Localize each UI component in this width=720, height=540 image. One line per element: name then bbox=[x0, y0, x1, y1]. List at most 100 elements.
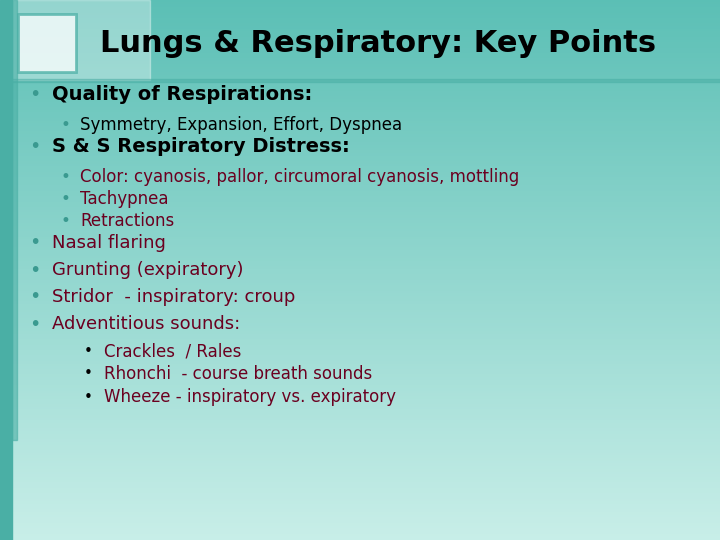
Bar bbox=[0, 358, 720, 362]
Bar bbox=[0, 469, 720, 472]
Bar bbox=[0, 501, 720, 505]
Bar bbox=[0, 110, 720, 113]
Text: •: • bbox=[30, 85, 41, 105]
Bar bbox=[0, 99, 720, 103]
Bar bbox=[0, 145, 720, 148]
Bar bbox=[0, 42, 720, 46]
Bar bbox=[0, 382, 720, 386]
Bar bbox=[0, 79, 720, 82]
Bar bbox=[0, 455, 720, 459]
Text: Stridor  - inspiratory: croup: Stridor - inspiratory: croup bbox=[52, 288, 295, 306]
Bar bbox=[0, 137, 720, 140]
Bar bbox=[0, 2, 720, 5]
Bar bbox=[0, 345, 720, 348]
Bar bbox=[0, 147, 720, 151]
Bar bbox=[0, 355, 720, 359]
Bar bbox=[0, 315, 720, 319]
Bar bbox=[0, 18, 720, 22]
Bar bbox=[0, 45, 720, 49]
Bar bbox=[0, 509, 720, 513]
Bar bbox=[0, 309, 720, 313]
Bar bbox=[0, 463, 720, 467]
Bar bbox=[0, 282, 720, 286]
Bar bbox=[0, 88, 720, 92]
Bar bbox=[0, 77, 720, 81]
Bar bbox=[0, 507, 720, 510]
Bar bbox=[0, 490, 720, 494]
Bar bbox=[0, 439, 720, 443]
Bar bbox=[0, 436, 720, 440]
Bar bbox=[0, 318, 720, 321]
Bar bbox=[0, 193, 720, 197]
Bar bbox=[0, 228, 720, 232]
Bar bbox=[0, 258, 720, 262]
Bar bbox=[0, 515, 720, 518]
Text: Lungs & Respiratory: Key Points: Lungs & Respiratory: Key Points bbox=[100, 29, 656, 57]
Bar bbox=[0, 307, 720, 310]
Bar bbox=[0, 204, 720, 208]
Bar bbox=[0, 169, 720, 173]
Bar bbox=[0, 226, 720, 230]
Bar bbox=[0, 247, 720, 251]
Bar bbox=[0, 107, 720, 111]
Bar bbox=[0, 471, 720, 475]
Bar bbox=[0, 288, 720, 292]
Text: •: • bbox=[60, 168, 70, 186]
Bar bbox=[0, 534, 720, 537]
Bar bbox=[0, 210, 720, 213]
Bar bbox=[0, 118, 720, 122]
Text: •: • bbox=[60, 212, 70, 230]
Bar bbox=[0, 31, 720, 35]
Bar bbox=[0, 0, 12, 540]
Bar bbox=[0, 442, 720, 446]
Bar bbox=[0, 158, 720, 162]
Bar bbox=[0, 409, 720, 413]
Bar bbox=[0, 112, 720, 116]
Text: Symmetry, Expansion, Effort, Dyspnea: Symmetry, Expansion, Effort, Dyspnea bbox=[80, 116, 402, 134]
Bar bbox=[0, 498, 720, 502]
Bar bbox=[0, 493, 720, 497]
Bar bbox=[0, 201, 720, 205]
Bar bbox=[0, 353, 720, 356]
Bar bbox=[0, 347, 720, 351]
Text: •: • bbox=[30, 138, 41, 157]
Text: Crackles  / Rales: Crackles / Rales bbox=[104, 342, 241, 360]
Bar bbox=[0, 39, 720, 43]
Bar bbox=[0, 131, 720, 135]
Text: S & S Respiratory Distress:: S & S Respiratory Distress: bbox=[52, 138, 350, 157]
Bar bbox=[0, 458, 720, 462]
Bar bbox=[0, 466, 720, 470]
Bar bbox=[0, 474, 720, 478]
Bar bbox=[0, 218, 720, 221]
Bar bbox=[0, 366, 720, 370]
Bar bbox=[0, 461, 720, 464]
Bar bbox=[0, 434, 720, 437]
Bar bbox=[0, 450, 720, 454]
Bar bbox=[0, 431, 720, 435]
Bar bbox=[0, 188, 720, 192]
Bar bbox=[0, 223, 720, 227]
Bar bbox=[0, 485, 720, 489]
Bar bbox=[0, 183, 720, 186]
Bar bbox=[0, 23, 720, 27]
Bar bbox=[0, 401, 720, 405]
Bar bbox=[0, 388, 720, 392]
Bar bbox=[0, 245, 720, 248]
Bar bbox=[0, 58, 720, 62]
Bar bbox=[0, 420, 720, 424]
Text: •: • bbox=[30, 287, 41, 307]
Bar bbox=[0, 26, 720, 30]
Text: Nasal flaring: Nasal flaring bbox=[52, 234, 166, 252]
Bar bbox=[0, 115, 720, 119]
Bar bbox=[0, 339, 720, 343]
Bar bbox=[0, 166, 720, 170]
Bar bbox=[0, 129, 720, 132]
Bar bbox=[0, 372, 720, 375]
Text: Retractions: Retractions bbox=[80, 212, 174, 230]
Bar bbox=[0, 266, 720, 270]
Bar bbox=[0, 512, 720, 516]
Bar bbox=[0, 531, 720, 535]
Bar bbox=[0, 525, 720, 529]
Bar bbox=[0, 207, 720, 211]
Bar bbox=[0, 334, 720, 338]
